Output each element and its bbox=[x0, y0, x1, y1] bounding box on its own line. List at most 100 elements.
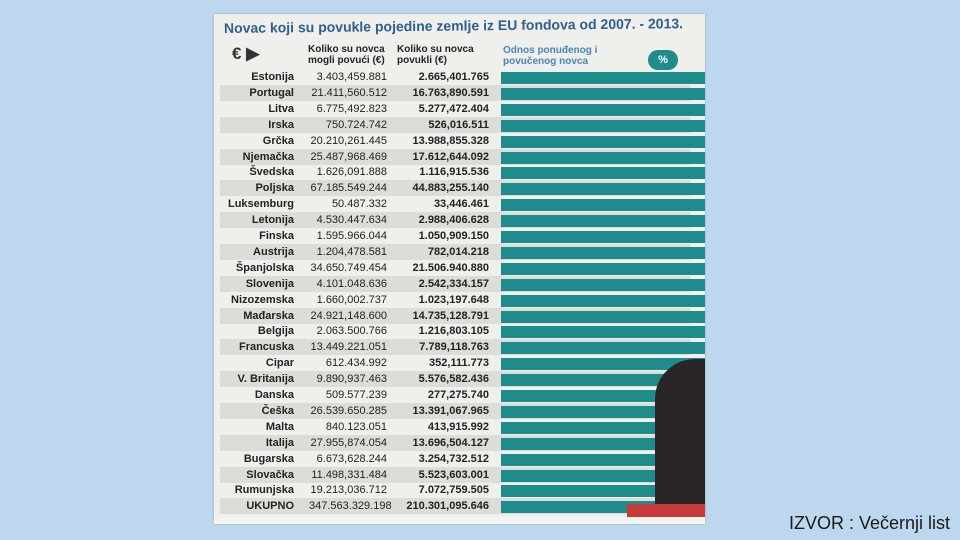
used-funds: 13.988,855.328 bbox=[412, 134, 489, 147]
country-label: Italija bbox=[265, 436, 294, 449]
used-funds: 7.072,759.505 bbox=[418, 484, 489, 497]
ratio-bar bbox=[501, 199, 705, 212]
ratio-bar bbox=[501, 421, 705, 434]
used-funds: 2.988,406.628 bbox=[418, 214, 489, 227]
euro-symbol: € ▶ bbox=[232, 44, 260, 63]
country-label: Irska bbox=[268, 118, 294, 131]
country-label: Rumunjska bbox=[234, 484, 294, 497]
ratio-bar bbox=[501, 374, 705, 387]
available-funds: 2.063.500.766 bbox=[316, 325, 387, 338]
country-label: Nizozemska bbox=[231, 293, 294, 306]
ratio-bar bbox=[501, 215, 705, 228]
used-funds: 33,446.461 bbox=[433, 198, 489, 211]
chart-title: Novac koji su povukle pojedine zemlje iz… bbox=[223, 15, 684, 36]
ratio-bar bbox=[501, 278, 705, 291]
header-used: Koliko su novca povukli (€) bbox=[397, 44, 474, 66]
country-label: UKUPNO bbox=[246, 500, 294, 513]
country-label: Danska bbox=[254, 389, 294, 401]
country-label: Portugal bbox=[249, 86, 294, 99]
available-funds: 26.539.650.285 bbox=[310, 404, 387, 417]
header-available: Koliko su novca mogli povući (€) bbox=[308, 44, 385, 66]
country-label: Češka bbox=[261, 404, 294, 417]
country-label: Bugarska bbox=[243, 452, 294, 465]
available-funds: 34.650.749.454 bbox=[310, 261, 387, 274]
used-funds: 2.665,401.765 bbox=[418, 71, 489, 83]
available-funds: 840.123.051 bbox=[325, 420, 387, 433]
country-label: Letonija bbox=[251, 214, 294, 227]
available-funds: 11.498,331.484 bbox=[311, 468, 387, 481]
country-label: Litva bbox=[268, 102, 294, 115]
used-funds: 210.301,095.646 bbox=[406, 500, 489, 513]
ratio-bar bbox=[501, 485, 669, 498]
country-label: Cipar bbox=[265, 357, 294, 370]
ratio-bar bbox=[501, 262, 705, 275]
used-funds: 526,016.511 bbox=[428, 118, 489, 131]
country-label: Austrija bbox=[253, 245, 294, 258]
country-label: Finska bbox=[259, 230, 294, 242]
ratio-bar bbox=[501, 437, 705, 450]
ratio-bar bbox=[501, 246, 705, 259]
ratio-bar bbox=[501, 453, 705, 466]
used-funds: 413,915.992 bbox=[427, 420, 489, 433]
used-funds: 1.116,915.536 bbox=[419, 166, 489, 179]
available-funds: 50.487.332 bbox=[331, 198, 387, 211]
available-funds: 24.921,148.600 bbox=[310, 309, 387, 322]
used-funds: 13.391,067.965 bbox=[412, 404, 489, 417]
available-funds: 347.563.329.198 bbox=[309, 500, 392, 513]
available-funds: 1.595.966.044 bbox=[316, 230, 387, 242]
country-label: Slovenija bbox=[245, 277, 294, 290]
country-label: Grčka bbox=[262, 134, 294, 147]
country-label: Luksemburg bbox=[227, 198, 294, 211]
ratio-bar bbox=[501, 294, 705, 307]
ratio-bar bbox=[501, 231, 705, 243]
used-funds: 1.023,197.648 bbox=[418, 293, 489, 306]
available-funds: 19.213,036.712 bbox=[310, 484, 387, 497]
country-label: Malta bbox=[265, 420, 294, 433]
ratio-bar bbox=[501, 135, 705, 148]
ratio-bar bbox=[501, 358, 705, 371]
available-funds: 20.210,261.445 bbox=[310, 134, 387, 147]
source-caption: IZVOR : Večernji list bbox=[788, 513, 950, 533]
country-label: Španjolska bbox=[235, 261, 294, 274]
used-funds: 44.883,255.140 bbox=[412, 182, 489, 195]
ratio-bar bbox=[501, 151, 705, 164]
used-funds: 5.576,582.436 bbox=[418, 373, 489, 386]
available-funds: 1.660,002.737 bbox=[316, 293, 387, 306]
available-funds: 21.411,560.512 bbox=[311, 86, 387, 99]
country-label: Belgija bbox=[257, 325, 294, 338]
country-label: Njemačka bbox=[242, 150, 294, 163]
used-funds: 2.542,334.157 bbox=[418, 277, 489, 290]
used-funds: 7.789,118.763 bbox=[419, 341, 489, 354]
available-funds: 3.403,459.881 bbox=[316, 71, 387, 83]
available-funds: 1.204,478.581 bbox=[316, 245, 387, 258]
percent-badge: % bbox=[648, 50, 678, 70]
used-funds: 14.735,128.791 bbox=[412, 309, 489, 322]
ratio-bar bbox=[501, 469, 705, 482]
ratio-bar bbox=[501, 72, 705, 84]
country-label: Mađarska bbox=[243, 309, 294, 322]
available-funds: 509.577.239 bbox=[325, 389, 387, 401]
available-funds: 4.530.447.634 bbox=[316, 214, 387, 227]
used-funds: 5.523,603.001 bbox=[418, 468, 489, 481]
available-funds: 4.101.048.636 bbox=[316, 277, 387, 290]
ratio-bar bbox=[501, 326, 705, 339]
used-funds: 3.254,732.512 bbox=[418, 452, 489, 465]
newspaper-clipping: Novac koji su povukle pojedine zemlje iz… bbox=[214, 14, 705, 524]
ratio-bar bbox=[501, 390, 705, 402]
used-funds: 21.506.940.880 bbox=[412, 261, 489, 274]
ratio-bar bbox=[501, 119, 705, 132]
country-label: Slovačka bbox=[246, 468, 294, 481]
ratio-bar bbox=[501, 310, 705, 323]
available-funds: 612.434.992 bbox=[325, 357, 387, 370]
ratio-bar bbox=[501, 342, 705, 355]
ratio-bar bbox=[501, 87, 705, 100]
used-funds: 16.763,890.591 bbox=[412, 86, 489, 99]
used-funds: 277,275.740 bbox=[427, 389, 489, 401]
used-funds: 1.050,909.150 bbox=[418, 230, 489, 242]
country-label: V. Britanija bbox=[237, 373, 294, 386]
header-ratio: Odnos ponuđenog i povučenog novca bbox=[503, 45, 598, 67]
available-funds: 750.724.742 bbox=[325, 118, 387, 131]
available-funds: 25.487,968.469 bbox=[310, 150, 387, 163]
country-label: Švedska bbox=[249, 166, 294, 179]
country-label: Francuska bbox=[238, 341, 294, 354]
